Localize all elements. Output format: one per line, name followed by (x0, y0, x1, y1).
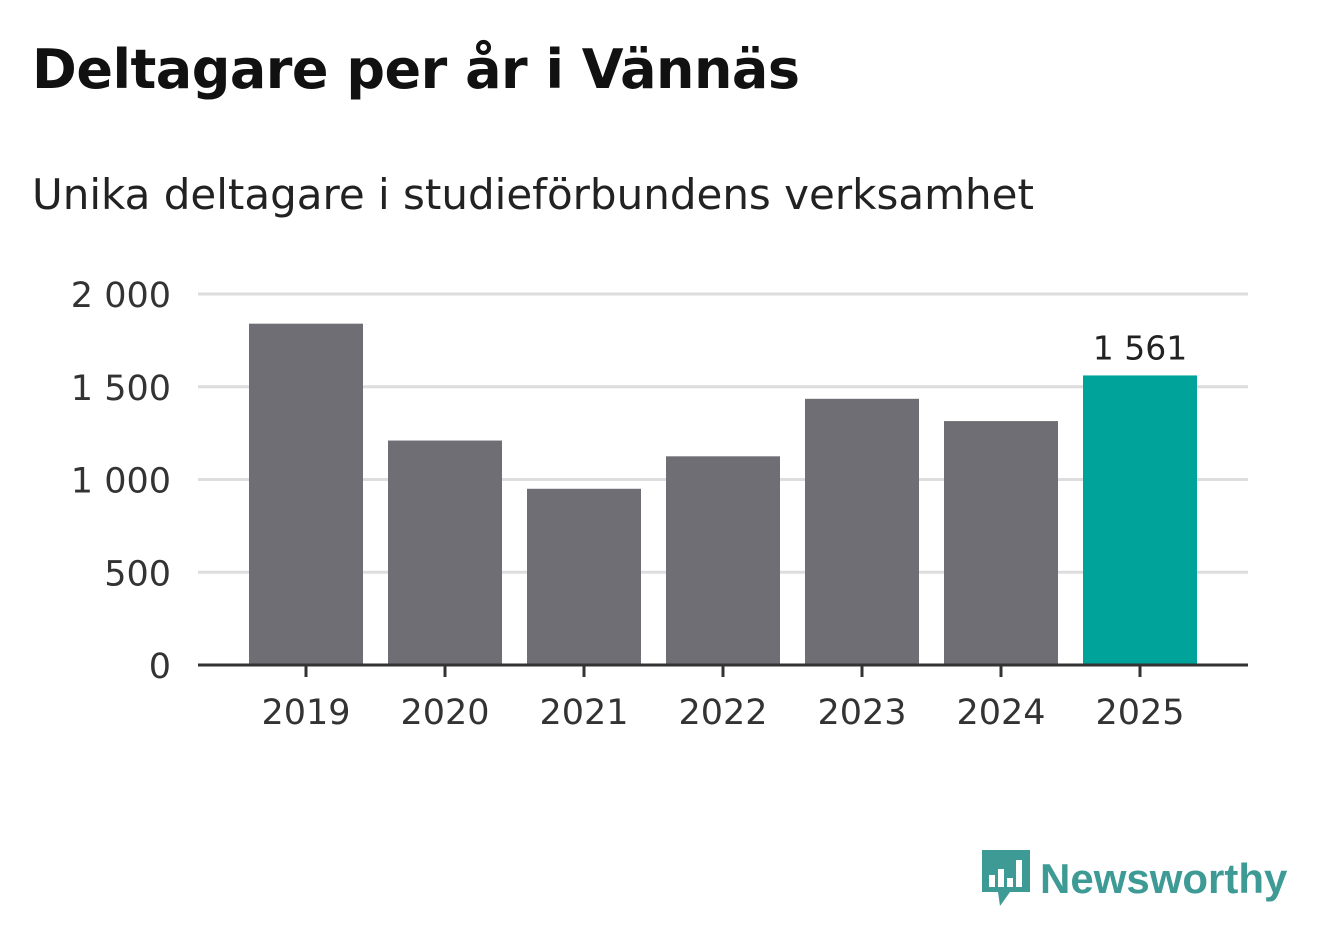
x-axis (198, 663, 1248, 677)
chart-subtitle: Unika deltagare i studieförbundens verks… (32, 170, 1034, 219)
bar-2025 (1083, 375, 1197, 665)
tick-labels: 0 500 1 000 1 500 2 000 2019 2020 2021 2022 2023 2… (71, 276, 1187, 733)
x-tick-label: 2020 (400, 693, 489, 733)
bar-2023 (805, 398, 919, 665)
bar-2020 (388, 440, 502, 665)
y-tick-label: 500 (104, 554, 171, 594)
y-tick-label: 1 000 (71, 462, 171, 502)
bar-2022 (666, 456, 780, 665)
bar-2019 (249, 323, 363, 665)
newsworthy-logo: Newsworthy (980, 848, 1287, 910)
x-tick-label: 2024 (956, 693, 1045, 733)
y-tick-label: 1 500 (71, 369, 171, 409)
x-tick-label: 2019 (261, 693, 350, 733)
x-tick-label: 2022 (678, 693, 767, 733)
x-tick-label: 2023 (817, 693, 906, 733)
x-tick-label: 2021 (539, 693, 628, 733)
x-tick-label: 2025 (1095, 693, 1184, 733)
newsworthy-logo-text: Newsworthy (1040, 855, 1288, 902)
y-tick-label: 0 (149, 647, 171, 687)
newsworthy-logo-icon (982, 850, 1030, 906)
bar-2024 (944, 421, 1058, 665)
chart-title: Deltagare per år i Vännäs (32, 38, 800, 101)
bars (249, 323, 1197, 665)
bar-2021 (527, 488, 641, 665)
y-tick-label: 2 000 (71, 276, 171, 316)
data-label: 1 561 (1093, 328, 1187, 367)
